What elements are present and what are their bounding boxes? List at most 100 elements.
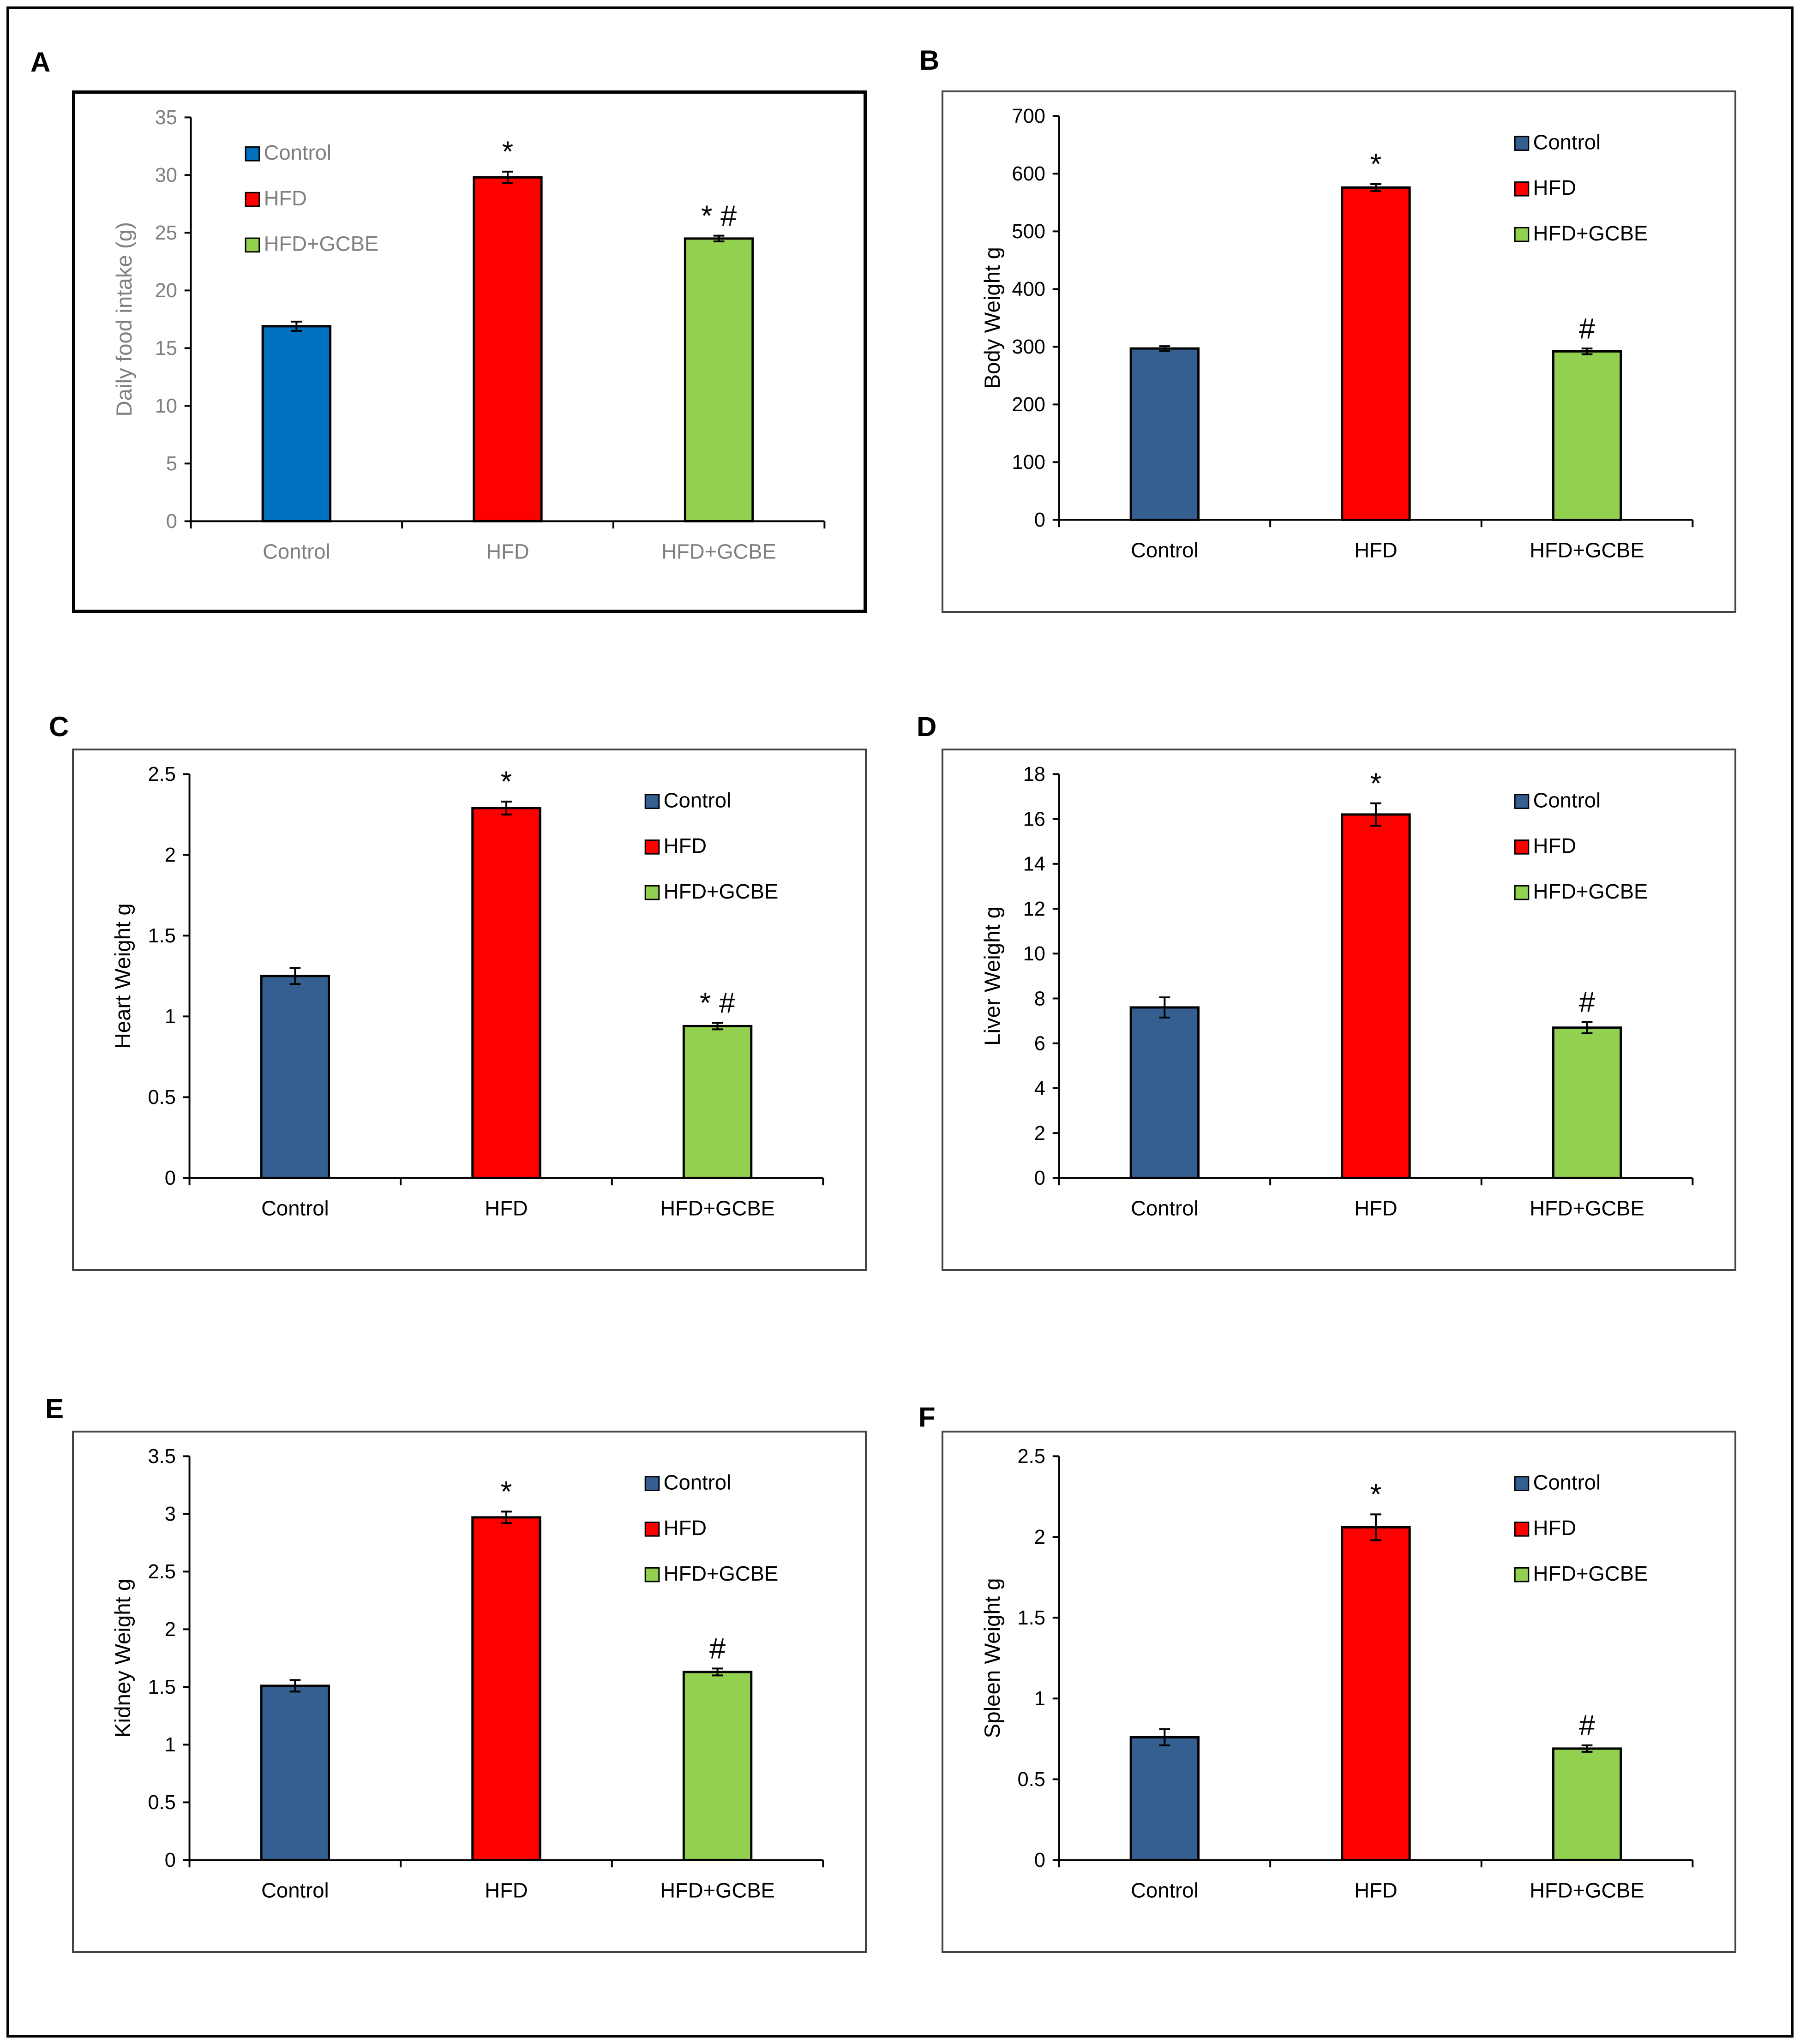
panel-a-bar-hfd	[473, 176, 543, 522]
panel-c-legend-label: Control	[664, 788, 731, 812]
panel-letter-b: B	[919, 45, 940, 76]
panel-d-y-tick-label: 8	[1034, 988, 1045, 1010]
panel-a-legend-swatch	[245, 146, 260, 162]
panel-a-svg: 0 5 10 15 20 25 30 35 Daily food intake (g) Contr…	[112, 107, 826, 563]
panel-d-y-tick-label: 6	[1034, 1033, 1045, 1055]
panel-c-y-tick-label: 1	[165, 1006, 176, 1028]
panel-f-significance-mark: *	[1370, 1479, 1382, 1511]
panel-letter-a: A	[30, 47, 51, 78]
panel-b-svg: 0 100 200 300 400 500 600 700 Body Weight g Contr…	[980, 105, 1694, 562]
panel-b-x-tick-label: Control	[1131, 538, 1198, 562]
panel-d-legend-label: HFD+GCBE	[1533, 880, 1648, 903]
panel-e-legend-label: Control	[664, 1470, 731, 1494]
panel-a-legend-swatch	[245, 192, 260, 207]
panel-f-legend-swatch	[1514, 1522, 1530, 1537]
panel-c-legend-swatch	[644, 794, 660, 809]
panel-e-y-tick-label: 2.5	[148, 1561, 176, 1583]
panel-c-x-tick-label: HFD	[485, 1196, 528, 1220]
panel-b-bar-control	[1129, 347, 1200, 521]
panel-a-y-axis-label: Daily food intake (g)	[112, 222, 137, 416]
panel-letter-f: F	[918, 1402, 936, 1433]
panel-d-y-axis-label: Liver Weight g	[980, 906, 1005, 1046]
panel-e-x-tick-label: HFD	[485, 1878, 528, 1902]
panel-f-x-tick-label: HFD	[1354, 1878, 1397, 1902]
panel-b-y-axis-label: Body Weight g	[980, 247, 1005, 389]
panel-f-y-tick-label: 2.5	[1018, 1445, 1045, 1468]
panel-c-significance-mark: * #	[700, 987, 735, 1019]
panel-c-bar-hfd	[471, 807, 541, 1179]
panel-f-x-tick-label: Control	[1131, 1878, 1198, 1902]
panel-b-y-tick-label: 0	[1034, 509, 1045, 531]
panel-e-bar-hfd	[471, 1516, 541, 1861]
panel-a-y-tick-label: 5	[166, 453, 177, 475]
panel-d-legend-label: HFD	[1533, 834, 1576, 857]
panel-a-y-tick-label: 10	[155, 395, 177, 417]
panel-a-significance-mark: * #	[701, 200, 737, 232]
panel-e-legend-label: HFD	[664, 1516, 707, 1540]
panel-b-legend-swatch	[1514, 227, 1530, 242]
panel-e-significance-mark: *	[501, 1476, 512, 1508]
panel-d-legend-label: Control	[1533, 788, 1601, 812]
panel-f-bar-hfd	[1341, 1526, 1411, 1861]
panel-e-legend-swatch	[644, 1476, 660, 1491]
panel-d-legend-swatch	[1514, 885, 1530, 900]
panel-c-bar-hfd-gcbe	[682, 1025, 753, 1179]
panel-c-y-tick-label: 1.5	[148, 925, 176, 947]
panel-b-legend-label: HFD	[1533, 176, 1576, 199]
panel-f-spleen-weight-chart: 0 0.5 1 1.5 2 2.5 Spleen Weight g Control * HFD # H…	[942, 1431, 1736, 1953]
panel-e-y-tick-label: 1	[165, 1734, 176, 1756]
panel-b-y-tick-label: 300	[1012, 336, 1045, 358]
panel-d-y-tick-label: 16	[1023, 808, 1045, 830]
panel-d-significance-mark: *	[1370, 767, 1382, 800]
panel-b-x-tick-label: HFD+GCBE	[1530, 538, 1644, 562]
panel-e-x-tick-label: HFD+GCBE	[660, 1878, 775, 1902]
panel-d-svg: 0 2 4 6 8 10 12 14 16 18 Liver Weight g Control * HFD…	[980, 763, 1694, 1220]
panel-d-significance-mark: #	[1579, 986, 1595, 1019]
figure-frame	[6, 6, 1794, 2038]
panel-d-y-tick-label: 2	[1034, 1122, 1045, 1145]
panel-d-bar-control	[1129, 1006, 1200, 1179]
panel-e-legend-swatch	[644, 1522, 660, 1537]
panel-f-bar-control	[1129, 1736, 1200, 1861]
panel-c-legend-label: HFD+GCBE	[664, 880, 779, 903]
panel-e-svg: 0 0.5 1 1.5 2 2.5 3 3.5 Kidney Weight g Control * H…	[111, 1445, 824, 1902]
panel-e-kidney-weight-chart: 0 0.5 1 1.5 2 2.5 3 3.5 Kidney Weight g Control * H…	[72, 1431, 867, 1953]
panel-b-y-tick-label: 700	[1012, 105, 1045, 127]
panel-a-y-tick-label: 35	[155, 107, 177, 129]
panel-b-legend-label: HFD+GCBE	[1533, 222, 1648, 245]
panel-e-y-tick-label: 0.5	[148, 1792, 176, 1814]
panel-a-y-tick-label: 20	[155, 280, 177, 302]
panel-e-bar-hfd-gcbe	[682, 1671, 753, 1861]
panel-a-legend-label: HFD	[264, 186, 307, 210]
panel-b-y-tick-label: 400	[1012, 278, 1045, 300]
panel-b-legend-swatch	[1514, 181, 1530, 197]
panel-a-x-tick-label: HFD	[486, 539, 529, 563]
panel-f-y-tick-label: 1.5	[1018, 1607, 1045, 1629]
panel-d-y-tick-label: 18	[1023, 763, 1045, 785]
panel-b-legend-swatch	[1514, 136, 1530, 151]
panel-d-x-tick-label: Control	[1131, 1196, 1198, 1220]
panel-b-bar-hfd	[1341, 186, 1411, 521]
panel-b-y-tick-label: 500	[1012, 221, 1045, 243]
panel-f-legend-swatch	[1514, 1567, 1530, 1582]
panel-a-significance-mark: *	[502, 136, 514, 168]
panel-d-y-tick-label: 0	[1034, 1167, 1045, 1189]
panel-d-y-tick-label: 4	[1034, 1078, 1045, 1100]
panel-f-y-axis-label: Spleen Weight g	[980, 1578, 1005, 1738]
panel-f-legend-label: HFD	[1533, 1516, 1576, 1540]
panel-c-y-tick-label: 0	[165, 1167, 176, 1189]
panel-c-x-tick-label: Control	[261, 1196, 329, 1220]
panel-b-x-tick-label: HFD	[1354, 538, 1397, 562]
panel-a-bar-control	[261, 325, 332, 522]
panel-a-x-tick-label: HFD+GCBE	[661, 539, 776, 563]
panel-e-significance-mark: #	[709, 1633, 726, 1665]
panel-a-y-tick-label: 30	[155, 164, 177, 186]
panel-letter-e: E	[45, 1393, 64, 1424]
panel-f-significance-mark: #	[1579, 1709, 1595, 1742]
panel-f-y-tick-label: 1	[1034, 1688, 1045, 1710]
panel-c-y-tick-label: 2.5	[148, 763, 176, 785]
panel-a-bar-hfd-gcbe	[684, 237, 754, 522]
panel-f-y-tick-label: 0.5	[1018, 1768, 1045, 1791]
panel-c-legend-swatch	[644, 839, 660, 855]
panel-f-svg: 0 0.5 1 1.5 2 2.5 Spleen Weight g Control * HFD # H…	[980, 1445, 1694, 1902]
